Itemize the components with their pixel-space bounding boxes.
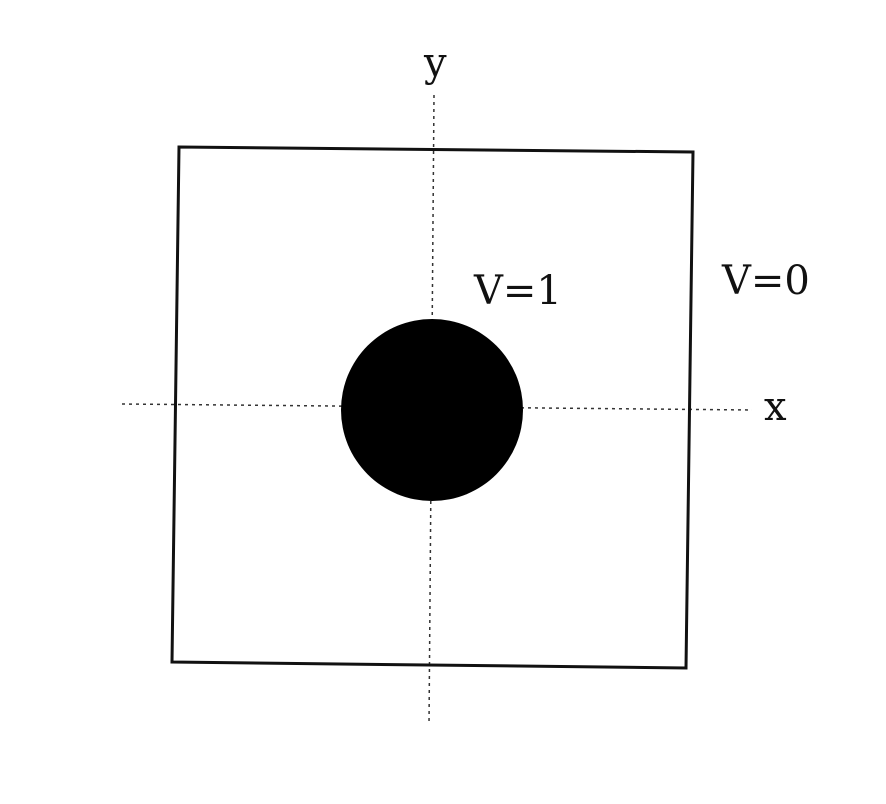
y-axis-label: y [423, 40, 447, 86]
inner-potential-label: V=1 [473, 268, 562, 314]
inner-conductor-disk [341, 319, 523, 501]
outer-potential-label: V=0 [721, 258, 810, 304]
outer-square-boundary [170, 145, 695, 670]
x-axis-label: x [764, 384, 787, 430]
